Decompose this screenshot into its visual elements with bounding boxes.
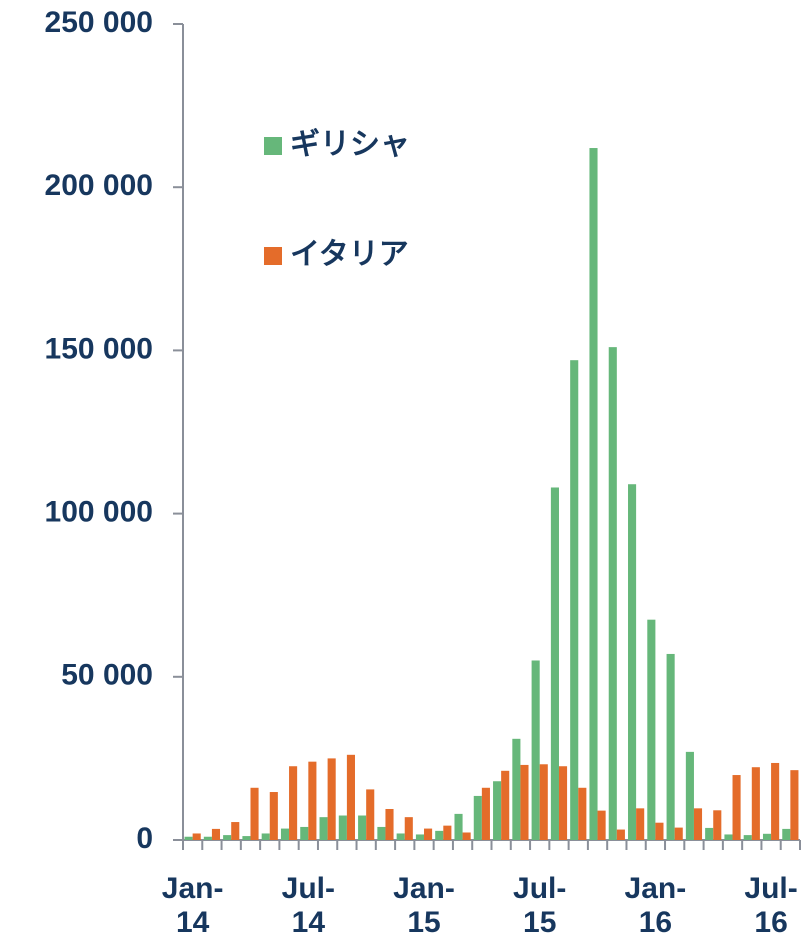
legend-label: ギリシャ: [290, 128, 410, 161]
bar: [269, 792, 278, 840]
bar: [377, 826, 386, 840]
x-tick-label: Jul-16: [744, 872, 798, 939]
bar: [628, 484, 637, 840]
bar: [751, 767, 760, 840]
x-tick-label: Jul-15: [513, 872, 567, 939]
bar: [415, 834, 425, 840]
bar: [597, 810, 606, 840]
bar: [493, 781, 502, 840]
bar: [473, 795, 482, 840]
x-tick-label: Jan-15: [393, 872, 455, 939]
bar: [454, 813, 463, 840]
bar: [743, 835, 752, 840]
bar: [261, 833, 270, 840]
bar: [693, 808, 703, 840]
bar: [520, 764, 529, 840]
bar: [771, 762, 780, 840]
legend-swatch: [264, 247, 282, 265]
y-tick-label: 250 000: [45, 6, 153, 39]
legend-label: イタリア: [290, 238, 409, 271]
bar: [223, 835, 232, 840]
bar: [685, 751, 694, 840]
bar: [289, 766, 298, 840]
bar: [762, 833, 772, 840]
y-tick-label: 50 000: [61, 659, 153, 692]
bar: [570, 360, 579, 840]
bar: [385, 808, 394, 840]
bar: [666, 653, 675, 840]
bar: [396, 833, 405, 840]
x-tick-label: Jul-14: [281, 872, 335, 939]
bar: [550, 487, 559, 840]
bar: [782, 828, 791, 840]
bar: [211, 828, 221, 840]
bar: [319, 817, 328, 840]
bar: [250, 787, 259, 840]
x-tick-label: Jan-16: [624, 872, 687, 939]
bar: [647, 619, 656, 840]
bar: [616, 829, 625, 840]
bar: [636, 808, 645, 840]
bar: [327, 758, 336, 840]
bar: [443, 825, 452, 840]
bar: [308, 761, 317, 840]
bar: [338, 815, 347, 840]
bar: [280, 828, 290, 840]
bar: [462, 832, 471, 840]
bar: [655, 822, 664, 840]
bar: [366, 789, 375, 840]
bar: [192, 833, 201, 840]
bar: [424, 828, 433, 840]
bar: [713, 810, 722, 840]
bar: [242, 836, 251, 840]
bar: [435, 830, 444, 840]
legend-swatch: [264, 137, 282, 155]
bar: [790, 770, 799, 840]
bar: [539, 764, 548, 840]
bar: [589, 148, 598, 841]
bar: [203, 836, 212, 840]
bar: [184, 836, 193, 840]
bar: [346, 754, 355, 840]
bar: [358, 815, 367, 840]
bar: [231, 822, 240, 840]
bar: [674, 827, 683, 840]
bar: [300, 826, 309, 840]
bar: [705, 827, 714, 840]
bar: [732, 775, 741, 840]
y-tick-label: 200 000: [45, 169, 153, 202]
bar: [578, 787, 587, 840]
bar: [501, 770, 510, 840]
bar: [531, 660, 540, 840]
y-tick-label: 0: [136, 822, 153, 855]
bar: [481, 787, 490, 840]
bar: [724, 834, 733, 840]
y-tick-label: 150 000: [45, 332, 153, 365]
x-tick-label: Jan-14: [161, 872, 224, 939]
bar: [512, 738, 521, 840]
bar: [558, 766, 568, 840]
bar: [608, 347, 617, 840]
y-tick-label: 100 000: [45, 496, 153, 529]
bar: [404, 817, 413, 840]
